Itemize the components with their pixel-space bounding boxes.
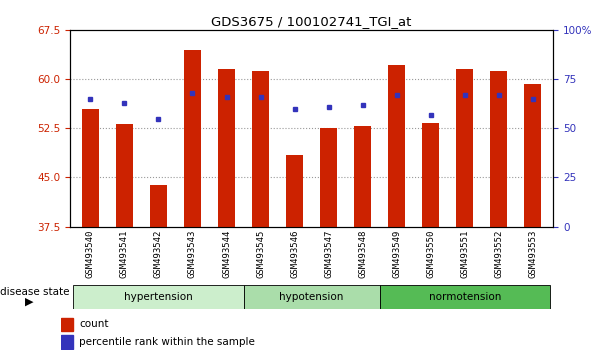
Text: GSM493551: GSM493551 bbox=[460, 229, 469, 278]
Bar bbox=[61, 335, 73, 349]
Bar bbox=[74, 285, 244, 309]
Text: GSM493552: GSM493552 bbox=[494, 229, 503, 278]
Text: GSM493549: GSM493549 bbox=[392, 229, 401, 278]
Text: disease state: disease state bbox=[0, 287, 69, 297]
Bar bbox=[388, 65, 405, 227]
Title: GDS3675 / 100102741_TGI_at: GDS3675 / 100102741_TGI_at bbox=[212, 15, 412, 28]
Text: GSM493550: GSM493550 bbox=[426, 229, 435, 278]
Text: GSM493548: GSM493548 bbox=[358, 229, 367, 278]
Text: percentile rank within the sample: percentile rank within the sample bbox=[79, 337, 255, 347]
Bar bbox=[320, 129, 337, 227]
Bar bbox=[218, 69, 235, 227]
Bar bbox=[61, 318, 73, 331]
Text: GSM493541: GSM493541 bbox=[120, 229, 129, 278]
Bar bbox=[150, 185, 167, 227]
Bar bbox=[244, 285, 379, 309]
Text: GSM493545: GSM493545 bbox=[256, 229, 265, 278]
Text: hypotension: hypotension bbox=[280, 292, 344, 302]
Text: ▶: ▶ bbox=[24, 297, 33, 307]
Text: hypertension: hypertension bbox=[124, 292, 193, 302]
Bar bbox=[252, 71, 269, 227]
Bar bbox=[490, 71, 507, 227]
Text: normotension: normotension bbox=[429, 292, 501, 302]
Text: GSM493544: GSM493544 bbox=[222, 229, 231, 278]
Bar bbox=[354, 126, 371, 227]
Bar bbox=[184, 50, 201, 227]
Text: GSM493546: GSM493546 bbox=[290, 229, 299, 278]
Bar bbox=[456, 69, 473, 227]
Bar bbox=[82, 109, 99, 227]
Bar bbox=[286, 154, 303, 227]
Text: GSM493542: GSM493542 bbox=[154, 229, 163, 278]
Bar bbox=[422, 123, 439, 227]
Text: GSM493540: GSM493540 bbox=[86, 229, 95, 278]
Text: GSM493543: GSM493543 bbox=[188, 229, 197, 278]
Bar bbox=[116, 124, 133, 227]
Bar bbox=[379, 285, 550, 309]
Text: GSM493553: GSM493553 bbox=[528, 229, 537, 278]
Text: GSM493547: GSM493547 bbox=[324, 229, 333, 278]
Bar bbox=[524, 84, 541, 227]
Text: count: count bbox=[79, 319, 109, 329]
